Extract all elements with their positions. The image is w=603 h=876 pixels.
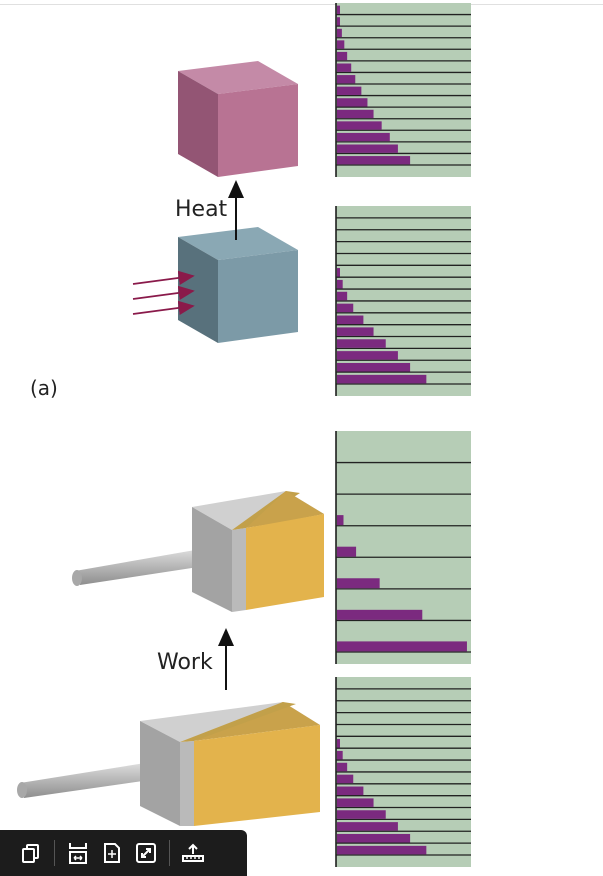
population-bar	[337, 303, 354, 313]
population-bar	[337, 40, 345, 49]
copy-button[interactable]	[14, 836, 48, 870]
population-bar	[337, 156, 411, 165]
population-bar	[337, 75, 356, 84]
population-bar	[337, 339, 386, 348]
hot-cube	[178, 61, 298, 177]
part-a-label: (a)	[30, 376, 58, 400]
piston-upper	[72, 491, 324, 612]
population-bar	[337, 17, 340, 26]
population-bar	[337, 351, 398, 360]
population-bar	[337, 268, 340, 277]
population-bar	[337, 845, 427, 855]
population-bar	[337, 786, 364, 796]
heat-label: Heat	[175, 197, 228, 222]
incoming-arrows	[132, 270, 195, 316]
population-bar	[337, 822, 398, 831]
population-bar	[337, 132, 390, 142]
toolbar-separator	[169, 840, 170, 866]
upload-button[interactable]	[176, 836, 210, 870]
level-diagram-work-top	[335, 431, 471, 664]
expand-button[interactable]	[129, 836, 163, 870]
level-diagram-work-bottom	[335, 677, 471, 867]
level-background	[336, 431, 471, 664]
population-bar	[337, 762, 348, 772]
population-bar	[337, 109, 374, 119]
fit-page-button[interactable]	[95, 836, 129, 870]
population-bar	[337, 86, 362, 95]
work-label: Work	[157, 650, 213, 675]
population-bar	[337, 641, 467, 652]
cold-cube	[178, 227, 298, 343]
population-bar	[337, 63, 352, 72]
population-bar	[337, 5, 340, 14]
population-bar	[337, 810, 386, 819]
population-bar	[337, 833, 411, 843]
viewer-toolbar	[0, 830, 247, 876]
population-bar	[337, 98, 368, 107]
population-bar	[337, 28, 342, 38]
fit-page-icon	[104, 843, 120, 863]
population-bar	[337, 291, 348, 301]
population-bar	[337, 798, 374, 807]
level-diagram-heat-bottom	[335, 206, 471, 396]
fit-width-icon	[69, 843, 87, 864]
population-bar	[337, 51, 348, 61]
population-bar	[337, 750, 343, 760]
population-bar	[337, 578, 380, 589]
population-bar	[337, 279, 343, 289]
upload-icon	[182, 843, 204, 862]
population-bar	[337, 362, 411, 372]
population-bar	[337, 144, 398, 153]
population-bar	[337, 327, 374, 336]
fit-width-button[interactable]	[61, 836, 95, 870]
copy-icon	[22, 844, 39, 863]
level-diagram-heat-top	[335, 3, 471, 177]
population-bar	[337, 609, 423, 620]
population-bar	[337, 774, 354, 784]
population-bar	[337, 515, 344, 526]
toolbar-separator	[54, 840, 55, 866]
population-bar	[337, 374, 427, 384]
population-bar	[337, 546, 357, 557]
population-bar	[337, 121, 382, 130]
population-bar	[337, 739, 340, 748]
piston-lower	[17, 702, 320, 826]
top-divider	[0, 4, 603, 5]
expand-icon	[136, 843, 156, 863]
energy-level-diagrams	[335, 3, 471, 867]
population-bar	[337, 315, 364, 325]
